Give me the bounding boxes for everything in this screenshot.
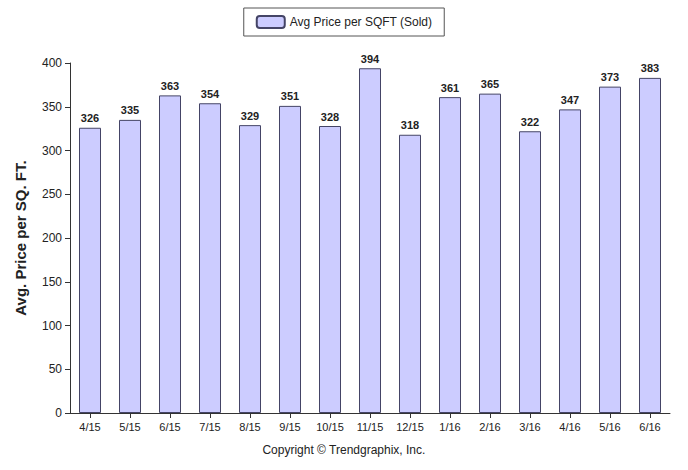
svg-text:361: 361	[441, 82, 459, 94]
svg-text:322: 322	[521, 116, 539, 128]
svg-text:1/16: 1/16	[439, 421, 460, 433]
svg-text:394: 394	[361, 53, 380, 65]
svg-text:5/16: 5/16	[599, 421, 620, 433]
svg-text:350: 350	[42, 100, 62, 114]
svg-text:6/15: 6/15	[159, 421, 180, 433]
svg-text:400: 400	[42, 56, 62, 70]
svg-text:328: 328	[321, 111, 339, 123]
svg-text:365: 365	[481, 78, 499, 90]
svg-text:2/16: 2/16	[479, 421, 500, 433]
svg-text:7/15: 7/15	[199, 421, 220, 433]
svg-text:250: 250	[42, 187, 62, 201]
svg-text:4/15: 4/15	[79, 421, 100, 433]
svg-text:0: 0	[55, 406, 62, 420]
svg-text:8/15: 8/15	[239, 421, 260, 433]
svg-text:335: 335	[121, 104, 139, 116]
svg-text:10/15: 10/15	[316, 421, 344, 433]
svg-text:Avg Price per SQFT (Sold): Avg Price per SQFT (Sold)	[290, 15, 432, 29]
svg-text:3/16: 3/16	[519, 421, 540, 433]
svg-text:150: 150	[42, 275, 62, 289]
svg-text:351: 351	[281, 90, 299, 102]
svg-text:50: 50	[49, 362, 63, 376]
svg-text:11/15: 11/15	[357, 421, 384, 433]
svg-text:4/16: 4/16	[559, 421, 580, 433]
svg-text:354: 354	[201, 88, 220, 100]
svg-text:200: 200	[42, 231, 62, 245]
svg-text:329: 329	[241, 110, 259, 122]
svg-text:6/16: 6/16	[639, 421, 660, 433]
svg-text:Avg. Price per SQ. FT.: Avg. Price per SQ. FT.	[12, 160, 29, 315]
svg-text:12/15: 12/15	[396, 421, 424, 433]
svg-text:373: 373	[601, 71, 619, 83]
svg-text:100: 100	[42, 319, 62, 333]
svg-text:383: 383	[641, 62, 659, 74]
svg-text:9/15: 9/15	[279, 421, 300, 433]
svg-text:326: 326	[81, 112, 99, 124]
svg-text:318: 318	[401, 119, 419, 131]
svg-text:300: 300	[42, 144, 62, 158]
svg-text:363: 363	[161, 80, 179, 92]
svg-text:347: 347	[561, 94, 579, 106]
svg-text:5/15: 5/15	[119, 421, 140, 433]
svg-text:Copyright © Trendgraphix, Inc.: Copyright © Trendgraphix, Inc.	[262, 443, 425, 457]
